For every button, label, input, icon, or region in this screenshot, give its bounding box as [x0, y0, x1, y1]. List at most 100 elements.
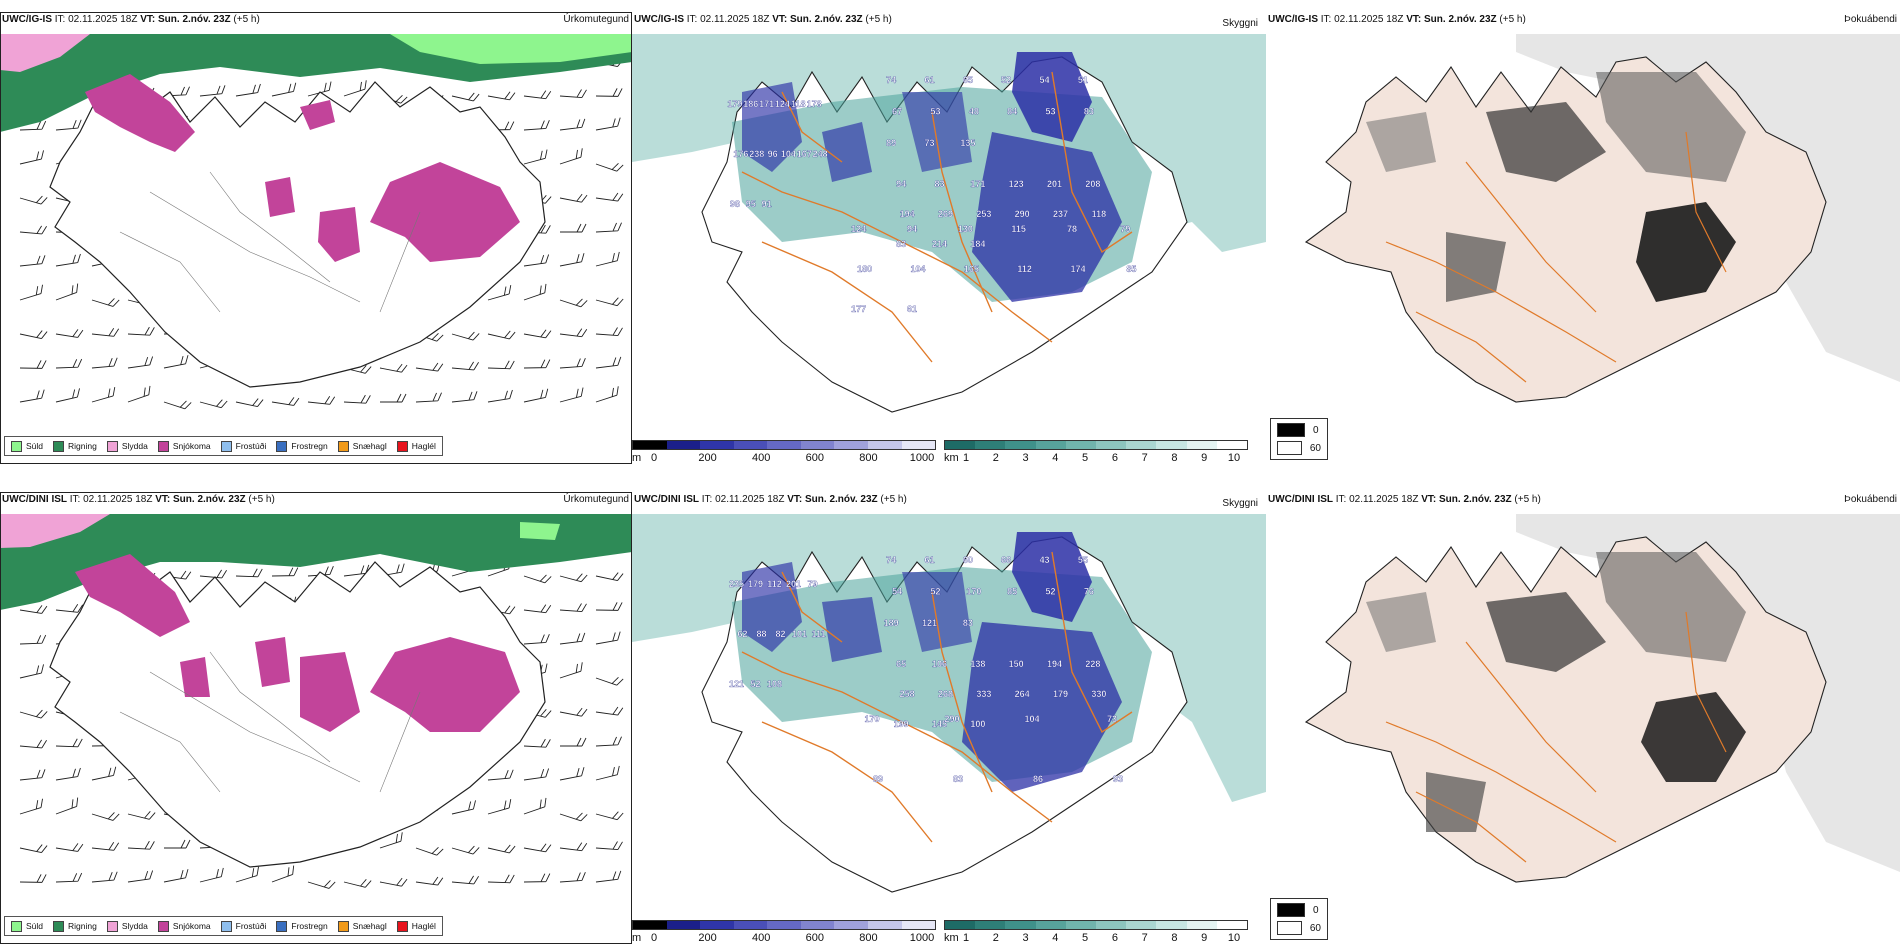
colorbar-tick: 600: [805, 932, 824, 944]
wind-barb-icon: [451, 875, 479, 885]
vt-value: Sun. 2.nóv. 23Z: [805, 494, 878, 505]
colorbar-tick: 600: [805, 452, 824, 464]
cloud-height-label: 238: [749, 149, 764, 159]
model-name: UWC/DINI ISL: [1268, 494, 1333, 505]
colorbar-segment: [901, 441, 936, 449]
wind-barb-icon: [559, 632, 586, 645]
wind-barb-icon: [163, 400, 192, 410]
cloud-height-label: 62: [737, 629, 747, 639]
cloud-panel-row1: UWC/IG-IS IT: 02.11.2025 18Z VT: Sun. 2.…: [632, 12, 1266, 464]
legend-swatch-icon: [1277, 903, 1305, 917]
iceland-outline: [49, 561, 546, 868]
colorbar-segment: [945, 921, 976, 929]
cloud-height-label: 269: [938, 209, 953, 219]
cloud-height-label: 52: [750, 679, 760, 689]
cloud-height-label: 124: [775, 99, 790, 109]
wind-barb-icon: [55, 767, 81, 781]
cloud-height-label: 171: [970, 179, 985, 189]
precip-snow-blobs: [85, 74, 520, 262]
legend-swatch-icon: [396, 920, 408, 932]
wind-barb-icon: [91, 812, 120, 821]
cloud-height-label: 100: [970, 719, 985, 729]
wind-barb-icon: [55, 253, 81, 267]
legend-swatch-icon: [276, 440, 288, 452]
cloud-height-label: 83: [896, 239, 906, 249]
cloud-height-label: 186: [743, 99, 758, 109]
lead-time: (+5 h): [880, 494, 907, 505]
cloud-height-label: 290: [1015, 209, 1030, 219]
model-name: UWC/DINI ISL: [2, 494, 67, 505]
legend-swatch-icon: [337, 920, 349, 932]
panel-title: UWC/DINI ISL IT: 02.11.2025 18Z VT: Sun.…: [634, 494, 907, 505]
colorbar-segment: [1126, 921, 1157, 929]
legend-item-frostudi: Frostúði: [220, 440, 266, 452]
precip-legend: Súld Rigning Slydda Snjókoma Frostúði Fr…: [4, 436, 443, 456]
vt-label: VT:: [1421, 494, 1437, 505]
wind-barb-icon: [523, 359, 551, 369]
colorbar-tick: 2: [992, 932, 999, 944]
wind-barb-icon: [451, 331, 480, 341]
wind-barb-icon: [595, 870, 622, 883]
cloud-height-label: 194: [900, 209, 915, 219]
legend-item-haglel: Haglél: [396, 440, 436, 452]
legend-swatch-icon: [53, 920, 65, 932]
wind-barb-icon: [343, 80, 367, 97]
wind-barb-icon: [55, 872, 83, 883]
wind-barb-icon: [487, 874, 515, 884]
wind-barb-icon: [19, 330, 48, 340]
cloud-height-label: 290: [944, 714, 959, 724]
cloud-height-label: 83: [953, 774, 963, 784]
wind-barb-icon: [19, 798, 43, 815]
wind-barb-icon: [595, 327, 623, 336]
it-label: IT:: [54, 14, 66, 25]
cloud-height-label: 179: [727, 99, 742, 109]
wind-barb-icon: [595, 676, 624, 686]
wind-barb-icon: [559, 118, 586, 131]
cloud-height-label: 82: [775, 629, 785, 639]
wind-barb-icon: [343, 394, 371, 404]
cloud-height-label: 86: [1033, 774, 1043, 784]
wind-barb-icon: [559, 767, 585, 781]
wind-barb-icon: [559, 842, 588, 852]
wind-barb-icon: [487, 799, 512, 815]
shadow-panel-row1: UWC/IG-IS IT: 02.11.2025 18Z VT: Sun. 2.…: [1266, 12, 1900, 464]
wind-barb-icon: [19, 255, 46, 267]
cloud-height-label: 55: [1078, 555, 1088, 565]
wind-barb-icon: [559, 148, 583, 165]
legend-swatch-icon: [106, 440, 118, 452]
lead-time: (+5 h): [248, 494, 275, 505]
cloud-height-label: 180: [857, 264, 872, 274]
wind-barb-icon: [19, 634, 47, 645]
panel-title: UWC/DINI ISL IT: 02.11.2025 18Z VT: Sun.…: [1268, 494, 1541, 505]
vt-value: Sun. 2.nóv. 23Z: [173, 494, 246, 505]
wind-barb-icon: [523, 254, 550, 267]
cloud-height-label: 65: [896, 659, 906, 669]
vt-label: VT:: [787, 494, 803, 505]
wind-barb-icon: [595, 765, 620, 781]
wind-barb-icon: [415, 876, 444, 886]
wind-barb-icon: [199, 569, 227, 579]
cloud-height-label: 85: [1126, 264, 1136, 274]
lead-time: (+5 h): [233, 14, 260, 25]
legend-swatch-icon: [11, 920, 22, 932]
colorbar-tick: 1: [962, 452, 970, 464]
it-value: 02.11.2025 18Z: [700, 14, 770, 25]
cloud-height-label: 135: [960, 138, 975, 148]
cloud-map: 235 179 112 201 79 62 88 82 101 111 121 52 108 74 61 60…: [632, 514, 1266, 893]
cloud-height-label: 174: [1070, 264, 1085, 274]
cloud-height-label: 199: [894, 719, 909, 729]
cloud-height-label: 253: [976, 209, 991, 219]
cloud-height-label: 165: [964, 264, 979, 274]
cloud-height-label: 89: [873, 774, 883, 784]
cloud-height-label: 106: [932, 659, 947, 669]
colorbar-tick: 8: [1171, 452, 1178, 464]
wind-barb-icon: [595, 88, 623, 97]
wind-barb-icon: [415, 362, 444, 372]
wind-barb-icon: [523, 604, 552, 614]
wind-barb-icon: [19, 769, 46, 781]
wind-barb-icon: [523, 738, 551, 748]
river-network: [119, 651, 421, 793]
wind-barb-icon: [55, 329, 84, 338]
cloud-height-label: 108: [767, 679, 782, 689]
precip-map: [0, 34, 632, 410]
